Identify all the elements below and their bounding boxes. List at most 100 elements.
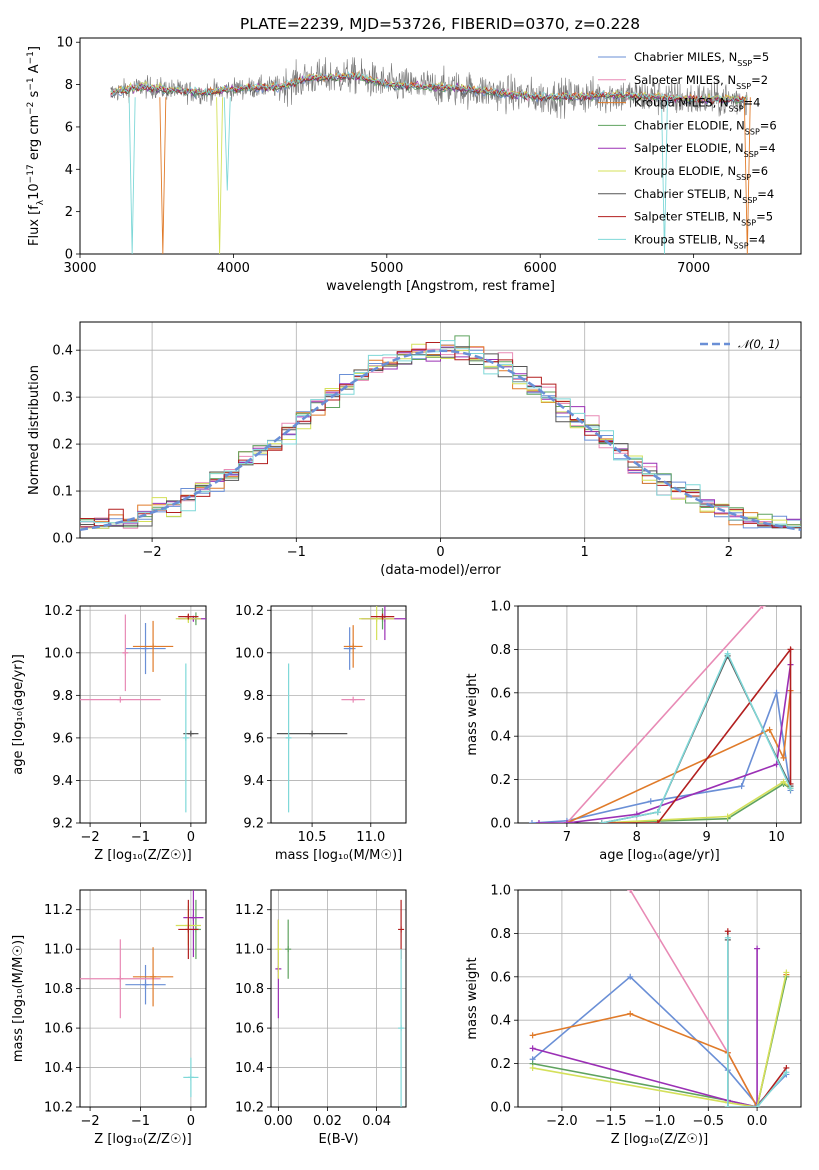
y-tick-label: 0.3 xyxy=(52,391,73,406)
data-point-marker xyxy=(738,783,745,790)
data-point-marker xyxy=(529,1032,536,1039)
axes-frame xyxy=(270,889,407,1108)
x-tick-label: 5000 xyxy=(370,261,403,276)
y-tick-label: 9.8 xyxy=(243,689,264,704)
age-vs-Z-panel: −2 −1 0 9.2 9.4 9.6 9.8 10.0 10.2 Z [log₁₀(Z/Z☉)]… xyxy=(11,604,207,863)
y-tick-label: 0.8 xyxy=(490,643,511,658)
data-point-marker xyxy=(122,649,129,656)
series-line xyxy=(566,606,764,823)
y-axis-label: mass weight xyxy=(465,673,480,755)
axes-frame xyxy=(79,37,802,255)
y-tick-label: 0.4 xyxy=(490,1014,511,1029)
x-tick-label: 10.5 xyxy=(298,830,327,845)
data-point-marker xyxy=(780,778,787,785)
x-tick-label: 0.00 xyxy=(264,1114,293,1129)
y-tick-label: 10.6 xyxy=(235,1022,264,1037)
series-line xyxy=(566,690,792,823)
x-tick-label: 10 xyxy=(768,830,785,845)
y-tick-label: 10 xyxy=(56,36,73,51)
axes-frame xyxy=(79,605,207,824)
y-tick-label: 11.0 xyxy=(44,943,73,958)
data-point-marker xyxy=(275,946,282,953)
y-tick-label: 9.2 xyxy=(243,817,264,832)
y-tick-label: 8 xyxy=(65,78,73,93)
y-tick-label: 0.0 xyxy=(490,1101,511,1116)
y-tick-label: 0.2 xyxy=(490,773,511,788)
axes-frame xyxy=(517,889,802,1108)
x-axis-label: (data-model)/error xyxy=(380,563,501,578)
y-tick-label: 0.0 xyxy=(490,817,511,832)
data-point-marker xyxy=(724,650,731,657)
x-tick-label: 0.0 xyxy=(747,1114,768,1129)
data-point-marker xyxy=(398,1025,405,1032)
data-point-marker xyxy=(780,754,787,761)
y-tick-label: 9.2 xyxy=(52,817,73,832)
model-spectrum-line xyxy=(110,70,748,102)
y-tick-label: 0.4 xyxy=(52,344,73,359)
x-tick-label: 11.0 xyxy=(356,830,385,845)
residuals-panel: −2 −1 0 1 2 0.0 0.1 0.2 0.3 0.4 (data-model)/error… xyxy=(27,321,802,578)
axes-frame xyxy=(79,889,207,1108)
spectrum-feature-line xyxy=(223,97,231,191)
legend-entry: Chabrier MILES, NSSP=5 xyxy=(634,50,769,68)
axes-frame xyxy=(270,605,407,824)
data-point-marker xyxy=(754,1104,761,1107)
spectrum-feature-line xyxy=(159,97,167,254)
x-tick-label: −0.5 xyxy=(693,1114,725,1129)
y-tick-label: 1.0 xyxy=(490,884,511,899)
data-point-marker xyxy=(654,820,661,823)
data-point-marker xyxy=(647,798,654,805)
x-tick-label: 0.02 xyxy=(313,1114,342,1129)
data-point-marker xyxy=(150,973,157,980)
data-point-marker xyxy=(724,813,731,820)
x-tick-label: 0 xyxy=(436,545,444,560)
x-tick-label: −1 xyxy=(287,545,306,560)
y-tick-label: 10.0 xyxy=(235,646,264,661)
data-point-marker xyxy=(598,820,605,823)
y-tick-label: 0.1 xyxy=(52,485,73,500)
y-tick-label: 10.6 xyxy=(44,1022,73,1037)
y-tick-label: 10.0 xyxy=(44,646,73,661)
data-point-marker xyxy=(150,643,157,650)
series-line xyxy=(601,780,792,823)
y-tick-label: 6 xyxy=(65,120,73,135)
x-tick-label: −2.0 xyxy=(546,1114,578,1129)
y-tick-label: 11.0 xyxy=(235,943,264,958)
mass-vs-Z-panel: −2 −1 0 10.2 10.4 10.6 10.8 11.0 11.2 Z [log₁₀(Z/… xyxy=(11,889,207,1147)
legend-entry: Salpeter ELODIE, NSSP=4 xyxy=(634,141,776,159)
series-line xyxy=(727,937,788,1107)
mass-weight-vs-age-panel: 7 8 9 10 0.0 0.2 0.4 0.6 0.8 1.0 age [log₁₀(age/yr… xyxy=(465,600,802,863)
spectrum-feature-line xyxy=(661,97,668,254)
y-tick-label: 2 xyxy=(65,205,73,220)
y-tick-label: 9.4 xyxy=(52,774,73,789)
data-point-marker xyxy=(627,1010,634,1017)
x-tick-label: 9 xyxy=(703,830,711,845)
mass-weight-vs-Z-panel: −2.0 −1.5 −1.0 −0.5 0.0 0.0 0.2 0.4 0.6 0.8 1.0 Z [… xyxy=(465,884,802,1147)
data-point-marker xyxy=(187,730,194,737)
x-axis-label: Z [log₁₀(Z/Z☉)] xyxy=(611,1132,708,1147)
age-vs-mass-panel: 10.5 11.0 9.2 9.4 9.6 9.8 10.0 10.2 mass [log₁₀(… xyxy=(235,604,407,863)
histogram-step-line xyxy=(80,346,801,529)
y-tick-label: 0.8 xyxy=(490,927,511,942)
data-point-marker xyxy=(627,973,634,980)
y-tick-label: 10.2 xyxy=(235,604,264,619)
y-tick-label: 1.0 xyxy=(490,600,511,615)
data-point-marker xyxy=(309,730,316,737)
y-tick-label: 4 xyxy=(65,163,73,178)
y-tick-label: 10.4 xyxy=(235,1061,264,1076)
spectrum-feature-line xyxy=(128,97,136,254)
data-point-marker xyxy=(773,689,780,696)
legend-entry: Kroupa MILES, NSSP=4 xyxy=(634,96,760,114)
data-point-marker xyxy=(766,726,773,733)
y-tick-label: 9.6 xyxy=(52,731,73,746)
data-point-marker xyxy=(627,890,634,893)
spectrum-legend: Chabrier MILES, NSSP=5 Salpeter MILES, NS… xyxy=(598,50,777,250)
data-point-marker xyxy=(117,696,124,703)
normal-reference-curve xyxy=(80,349,801,532)
y-tick-label: 10.2 xyxy=(235,1101,264,1116)
data-point-marker xyxy=(285,734,292,741)
series-line xyxy=(601,647,792,823)
x-tick-label: −1.0 xyxy=(644,1114,676,1129)
data-point-marker xyxy=(182,734,189,741)
y-tick-label: 9.8 xyxy=(52,689,73,704)
